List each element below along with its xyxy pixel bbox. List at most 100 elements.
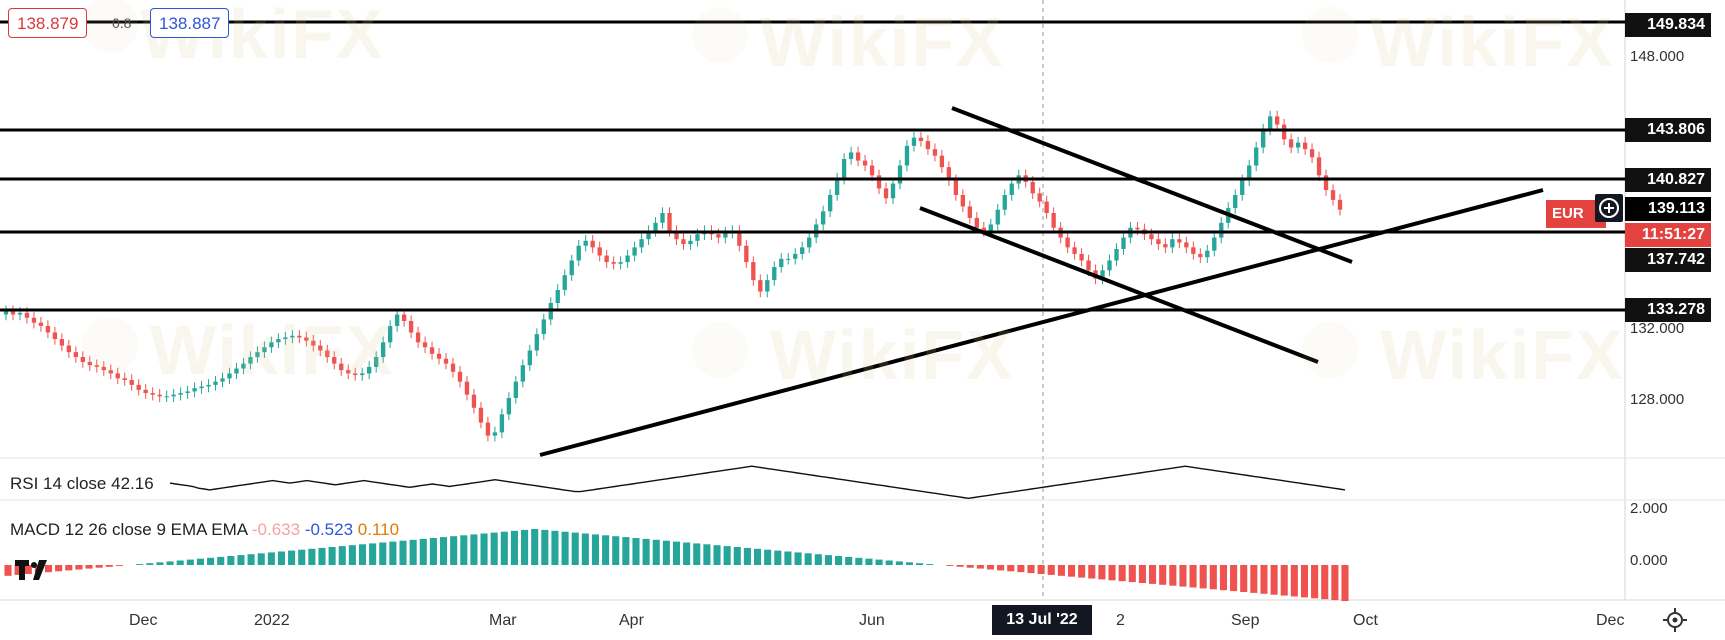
candle-body: [311, 340, 316, 346]
macd-tick-2: 2.000: [1630, 500, 1668, 517]
macd-pane[interactable]: [4, 529, 1349, 601]
candle-body: [555, 289, 560, 304]
macd-hist-bar: [824, 555, 832, 565]
macd-hist-bar: [1067, 565, 1076, 577]
candle-body: [380, 342, 386, 358]
rsi-pane[interactable]: [169, 465, 1346, 500]
ask-price: 138.887: [159, 14, 221, 33]
candle-body: [737, 231, 742, 246]
x-tick-oct: Oct: [1353, 612, 1378, 629]
add-order-button[interactable]: [1595, 194, 1623, 222]
macd-hist-bar: [652, 539, 660, 565]
macd-hist-bar: [1088, 565, 1096, 579]
candle-body: [632, 247, 637, 256]
macd-hist-bar: [14, 565, 22, 575]
macd-hist-bar: [1169, 565, 1177, 586]
macd-hist-bar: [895, 561, 903, 565]
macd-hist-bar: [1128, 565, 1136, 583]
candle-body: [681, 239, 686, 245]
candle-body: [1191, 247, 1196, 254]
macd-hist-bar: [956, 565, 964, 567]
macd-hist-bar: [500, 531, 508, 565]
candle-body: [925, 140, 931, 150]
candle-body: [115, 373, 120, 379]
candle-body: [457, 371, 463, 382]
macd-hist-bar: [115, 565, 123, 566]
candle-body: [562, 275, 567, 290]
candle-body: [597, 247, 602, 256]
macd-hist-bar: [672, 541, 681, 565]
candle-body: [450, 363, 456, 372]
macd-hist-bar: [1240, 565, 1248, 592]
candle-body: [429, 347, 435, 354]
macd-hist-bar: [176, 560, 184, 565]
candle-body: [471, 394, 477, 408]
candle-body: [52, 332, 58, 340]
tradingview-logo-icon[interactable]: [12, 555, 52, 583]
candle-body: [360, 373, 365, 376]
candle-body: [31, 317, 37, 323]
candle-body: [304, 337, 309, 341]
settings-gear-icon[interactable]: [1662, 607, 1688, 633]
candle-body: [604, 255, 609, 263]
candle-body: [1247, 165, 1252, 181]
ask-price-box[interactable]: 138.887: [150, 8, 230, 38]
candle-body: [688, 240, 693, 245]
macd-hist-bar: [298, 549, 306, 565]
candle-body: [1267, 116, 1273, 130]
macd-hist-bar: [257, 553, 265, 565]
candle-body: [1330, 190, 1336, 200]
price-pane[interactable]: [3, 110, 1343, 442]
candle-body: [897, 165, 903, 184]
macd-hist-bar: [997, 565, 1005, 571]
candle-body: [751, 262, 756, 281]
macd-title: MACD 12 26 close 9 EMA EMA: [10, 520, 248, 539]
candle-body: [1274, 116, 1280, 125]
candle-body: [80, 357, 85, 362]
candle-body: [485, 422, 491, 436]
macd-hist-bar: [926, 564, 934, 565]
macd-tick-0: 0.000: [1630, 552, 1668, 569]
bid-price-box[interactable]: 138.879: [8, 8, 88, 38]
candle-body: [192, 388, 197, 392]
macd-hist-bar: [693, 543, 701, 565]
channel-lower-line: [919, 206, 1319, 364]
candle-body: [387, 325, 393, 343]
candle-body: [66, 345, 72, 353]
macd-hist-bar: [642, 538, 650, 565]
candle-body: [346, 370, 351, 374]
macd-hist-bar: [1007, 565, 1015, 572]
candle-body: [136, 384, 141, 390]
candle-body: [667, 212, 672, 231]
macd-signal-value: 0.110: [357, 520, 400, 539]
macd-hist-bar: [885, 560, 893, 565]
candle-body: [1219, 222, 1224, 238]
candle-body: [660, 212, 665, 223]
candle-body: [765, 280, 770, 292]
macd-hist-bar: [753, 548, 762, 565]
candle-body: [960, 194, 966, 207]
candle-body: [995, 209, 1000, 225]
macd-hist-bar: [703, 544, 711, 565]
candle-body: [988, 224, 993, 231]
level-label-137742: 137.742: [1625, 248, 1711, 272]
countdown-label: 11:51:27: [1625, 223, 1711, 247]
macd-hist-bar: [1199, 565, 1207, 589]
macd-hist-bar: [237, 555, 245, 565]
candle-body: [772, 267, 777, 281]
candle-body: [499, 414, 505, 433]
candle-body: [911, 137, 917, 146]
candle-body: [464, 381, 470, 395]
macd-hist-bar: [946, 565, 954, 566]
candle-body: [185, 391, 190, 394]
spread-value: 0.8: [112, 15, 132, 31]
macd-hist-bar: [1179, 565, 1187, 587]
macd-hist-bar: [460, 535, 468, 565]
candle-body: [220, 378, 225, 382]
macd-hist-bar: [227, 556, 235, 565]
candle-body: [1309, 149, 1315, 158]
macd-hist-bar: [1037, 565, 1045, 574]
macd-hist-bar: [369, 543, 377, 565]
candle-body: [199, 386, 204, 389]
